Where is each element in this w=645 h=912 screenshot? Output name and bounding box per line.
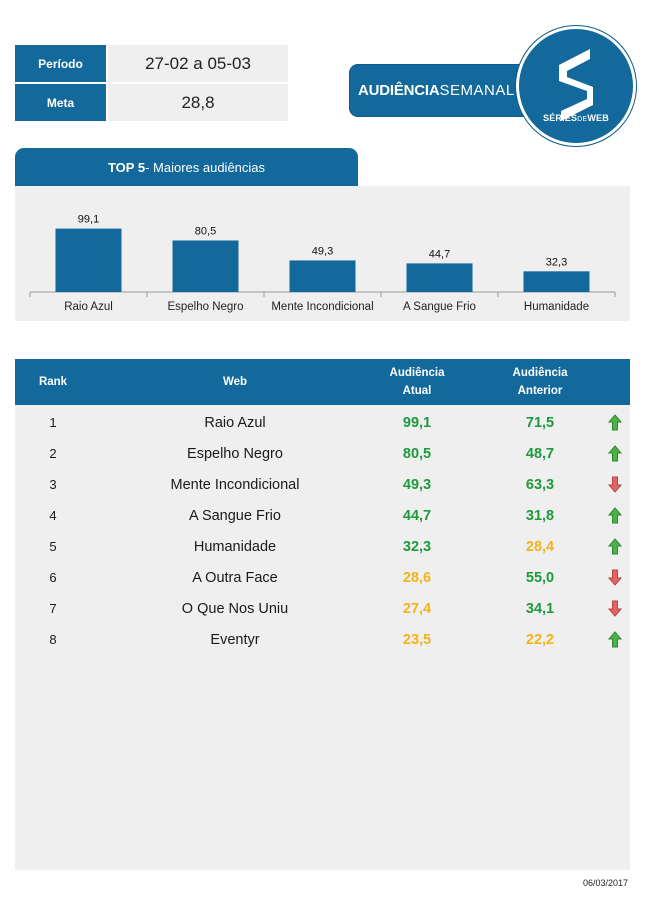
trend-down-arrow-icon (601, 593, 629, 624)
web-title-cell: Mente Incondicional (170, 476, 300, 493)
target-label: Meta (15, 84, 106, 121)
chart-bar (523, 271, 590, 292)
x-tick-label: Humanidade (524, 301, 589, 313)
bar-value-label: 44,7 (429, 248, 450, 260)
current-audience-header-line2: Atual (402, 385, 432, 397)
rank-cell: 5 (49, 539, 57, 554)
rank-cell: 2 (49, 446, 57, 461)
bar-value-label: 32,3 (546, 256, 567, 268)
previous-audience-cell: 22,2 (525, 631, 555, 648)
table-row: 5 Humanidade 32,3 28,4 (15, 531, 630, 562)
chart-bar (289, 260, 356, 292)
previous-audience-cell: 55,0 (525, 569, 555, 586)
chart-bar (172, 240, 239, 292)
previous-audience-header-line2: Anterior (517, 385, 563, 397)
current-audience-header: Audiência Atual (377, 359, 457, 405)
current-audience-cell: 99,1 (402, 414, 432, 431)
table-row: 7 O Que Nos Uniu 27,4 34,1 (15, 593, 630, 624)
brand-logo-caption-bold: SÉRIES (543, 113, 578, 123)
previous-audience-cell: 28,4 (525, 538, 555, 555)
top5-chart-svg: 99,1 Raio Azul 80,5 Espelho Negro 49,3 Mente … (29, 214, 616, 313)
top5-bar-chart: 99,1 Raio Azul 80,5 Espelho Negro 49,3 Mente … (15, 186, 630, 321)
chart-bar (55, 228, 122, 292)
current-audience-cell: 49,3 (402, 476, 432, 493)
ranking-table-header: Rank Web Audiência Atual Audiência Anter… (15, 359, 630, 405)
previous-audience-cell: 31,8 (525, 507, 555, 524)
web-title-cell: Eventyr (210, 631, 260, 648)
current-audience-header-line1: Audiência (389, 367, 445, 379)
web-title-cell: Espelho Negro (187, 445, 283, 462)
report-date: 06/03/2017 (582, 878, 628, 888)
previous-audience-cell: 71,5 (525, 414, 555, 431)
top5-title-bold: TOP 5 (107, 159, 146, 175)
report-title-bold: AUDIÊNCIA (358, 82, 440, 99)
bar-value-label: 80,5 (195, 225, 216, 237)
web-header: Web (222, 376, 248, 388)
rank-cell: 1 (49, 415, 57, 430)
trend-up-arrow-icon (601, 438, 629, 469)
current-audience-cell: 44,7 (402, 507, 432, 524)
ranking-table-body: 1 Raio Azul 99,1 71,5 2 Espelho Negro 80,5 48,7… (15, 405, 630, 870)
x-tick-label: Mente Incondicional (271, 301, 373, 313)
x-tick-label: A Sangue Frio (403, 301, 476, 313)
top5-chart-title: TOP 5 - Maiores audiências (15, 148, 358, 186)
current-audience-cell: 80,5 (402, 445, 432, 462)
rank-cell: 6 (49, 570, 57, 585)
rank-cell: 3 (49, 477, 57, 492)
target-value: 28,8 (108, 84, 288, 121)
report-title-thin: SEMANAL (439, 82, 515, 99)
table-row: 2 Espelho Negro 80,5 48,7 (15, 438, 630, 469)
table-row: 6 A Outra Face 28,6 55,0 (15, 562, 630, 593)
trend-up-arrow-icon (601, 500, 629, 531)
previous-audience-header-line1: Audiência (512, 367, 568, 379)
trend-up-arrow-icon (601, 531, 629, 562)
web-title-cell: A Outra Face (192, 569, 278, 586)
table-row: 4 A Sangue Frio 44,7 31,8 (15, 500, 630, 531)
target-row: Meta 28,8 (15, 84, 288, 121)
rank-header: Rank (38, 376, 68, 388)
report-title-banner: AUDIÊNCIA SEMANAL (349, 64, 539, 117)
chart-bar (406, 263, 473, 292)
previous-audience-cell: 34,1 (525, 600, 555, 617)
bar-value-label: 49,3 (312, 245, 333, 257)
previous-audience-header: Audiência Anterior (500, 359, 580, 405)
period-label: Período (15, 45, 106, 82)
trend-down-arrow-icon (601, 562, 629, 593)
current-audience-cell: 23,5 (402, 631, 432, 648)
web-title-cell: O Que Nos Uniu (181, 600, 289, 617)
s-logo-icon (559, 49, 593, 121)
x-tick-label: Espelho Negro (167, 301, 243, 313)
table-row: 3 Mente Incondicional 49,3 63,3 (15, 469, 630, 500)
table-row: 1 Raio Azul 99,1 71,5 (15, 407, 630, 438)
current-audience-cell: 32,3 (402, 538, 432, 555)
trend-up-arrow-icon (601, 624, 629, 655)
brand-logo: SÉRIESDEWEB (516, 26, 636, 146)
current-audience-cell: 28,6 (402, 569, 432, 586)
period-value: 27-02 a 05-03 (108, 45, 288, 82)
rank-cell: 7 (49, 601, 57, 616)
web-title-cell: Humanidade (193, 538, 277, 555)
current-audience-cell: 27,4 (402, 600, 432, 617)
top5-title-rest: - Maiores audiências (145, 159, 266, 175)
previous-audience-cell: 48,7 (525, 445, 555, 462)
x-tick-label: Raio Azul (64, 301, 113, 313)
rank-cell: 8 (49, 632, 57, 647)
trend-up-arrow-icon (601, 407, 629, 438)
brand-logo-caption: SÉRIESDEWEB (519, 113, 633, 123)
brand-logo-caption-end: WEB (587, 113, 609, 123)
web-title-cell: A Sangue Frio (189, 507, 281, 524)
web-title-cell: Raio Azul (204, 414, 266, 431)
period-row: Período 27-02 a 05-03 (15, 45, 288, 82)
bar-value-label: 99,1 (78, 214, 99, 226)
rank-cell: 4 (49, 508, 57, 523)
trend-down-arrow-icon (601, 469, 629, 500)
previous-audience-cell: 63,3 (525, 476, 555, 493)
brand-logo-caption-thin: DE (577, 116, 588, 123)
table-row: 8 Eventyr 23,5 22,2 (15, 624, 630, 655)
